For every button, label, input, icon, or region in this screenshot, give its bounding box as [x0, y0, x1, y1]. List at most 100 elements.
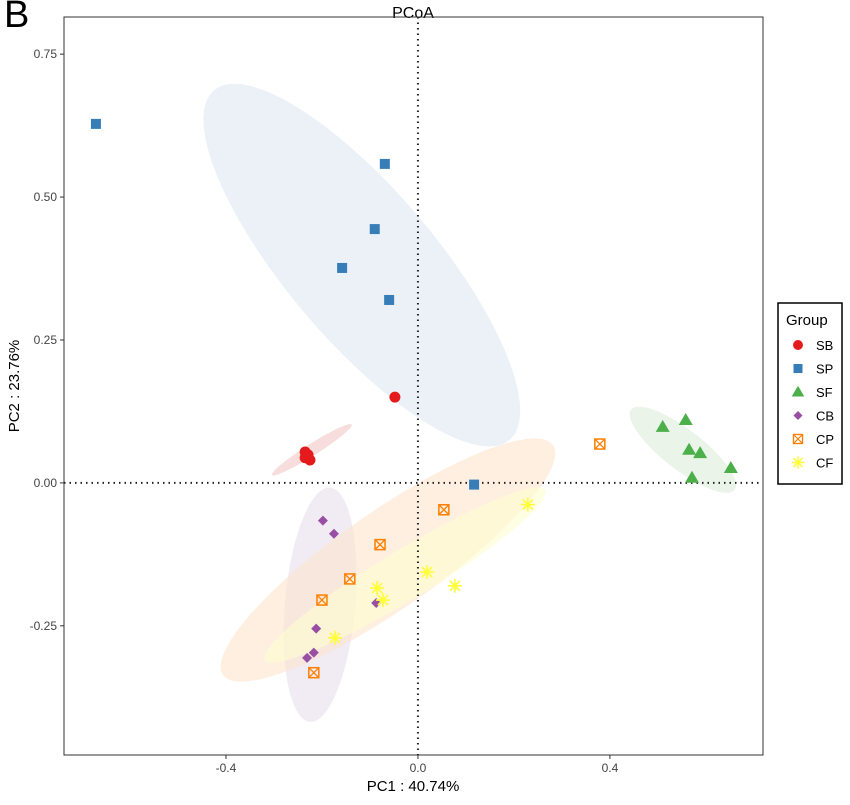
legend-label-cp: CP — [816, 432, 834, 447]
diamond-marker — [308, 647, 319, 658]
ellipses-layer — [203, 83, 736, 722]
legend-box — [777, 302, 843, 485]
triangle-marker — [678, 413, 693, 426]
point-sb — [299, 452, 311, 464]
cross-marker — [793, 434, 803, 444]
point-cf — [370, 581, 385, 596]
point-cf — [420, 565, 435, 580]
legend-label-sp: SP — [816, 362, 833, 377]
diamond-marker — [793, 411, 803, 420]
point-cp — [594, 438, 606, 450]
cross-marker — [308, 667, 320, 679]
asterisk-marker — [520, 497, 535, 512]
cross-marker — [374, 539, 386, 551]
y-axis: 0.75 0.50 0.25 0.00 -0.25 — [30, 47, 64, 633]
triangle-marker — [655, 419, 670, 432]
triangle-marker — [684, 470, 699, 483]
cross-marker — [438, 504, 450, 516]
legend-label-sf: SF — [816, 385, 833, 400]
point-sp — [369, 224, 380, 235]
legend-title: Group — [786, 312, 828, 329]
point-sf — [655, 419, 670, 432]
y-tick-label: 0.25 — [34, 333, 58, 347]
point-sp — [469, 479, 480, 490]
legend-label-cb: CB — [816, 409, 834, 424]
point-sf — [682, 442, 697, 455]
x-tick-label: 0.0 — [410, 761, 427, 775]
point-cp — [316, 594, 328, 606]
legend-key-sf — [791, 385, 805, 397]
square-marker — [369, 224, 380, 235]
asterisk-marker — [420, 565, 435, 580]
points-layer — [90, 118, 738, 679]
chart-title: PCoA — [392, 5, 434, 22]
point-sp — [384, 294, 395, 305]
diamond-marker — [317, 515, 328, 526]
point-sp — [379, 158, 390, 169]
reference-lines — [64, 17, 763, 755]
legend-key-sb — [793, 340, 803, 350]
asterisk-marker — [370, 581, 385, 596]
point-cf — [375, 593, 390, 608]
circle-marker — [389, 391, 401, 403]
point-sb — [389, 391, 401, 403]
triangle-marker — [682, 442, 697, 455]
box-marker — [374, 538, 386, 551]
legend-label-cf: CF — [816, 456, 833, 471]
y-axis-label: PC2 : 23.76% — [6, 340, 23, 433]
asterisk-marker — [375, 593, 390, 608]
square-marker — [384, 294, 395, 305]
box-marker — [792, 433, 804, 445]
point-sf — [684, 470, 699, 483]
x-axis: -0.4 0.0 0.4 — [216, 755, 619, 775]
diamond-marker — [311, 623, 322, 634]
y-tick-label: 0.00 — [34, 476, 58, 490]
box-marker — [344, 573, 356, 585]
square-marker — [90, 118, 101, 129]
x-tick-label: -0.4 — [216, 761, 237, 775]
legend-key-sp — [793, 364, 803, 373]
point-cb — [302, 652, 313, 663]
point-cf — [447, 578, 462, 593]
ellipse-sf — [629, 406, 736, 493]
ellipse-cf — [264, 487, 546, 663]
point-sf — [678, 413, 693, 426]
square-marker — [469, 479, 480, 490]
y-tick-label: -0.25 — [30, 619, 58, 633]
point-cb — [317, 515, 328, 526]
asterisk-marker — [327, 630, 342, 645]
plot-frame — [63, 16, 764, 756]
point-sp — [90, 118, 101, 129]
circle-marker — [299, 452, 311, 464]
cross-marker — [316, 594, 328, 606]
square-marker — [337, 262, 348, 273]
point-cp — [374, 538, 386, 551]
box-marker — [316, 594, 328, 606]
box-marker — [438, 504, 450, 516]
diamond-marker — [302, 652, 313, 663]
cross-marker — [344, 573, 356, 585]
circle-marker — [793, 340, 803, 350]
point-cp — [438, 504, 450, 516]
legend: Group SB SP SF CB CP CF — [777, 302, 843, 485]
point-sp — [337, 262, 348, 273]
triangle-marker — [693, 446, 708, 459]
triangle-marker — [723, 461, 738, 474]
point-sf — [723, 461, 738, 474]
point-cf — [520, 497, 535, 512]
legend-key-cp — [792, 433, 804, 445]
box-marker — [308, 666, 320, 679]
panel-label: B — [4, 0, 30, 36]
point-cf — [327, 630, 342, 645]
ellipse-sp — [203, 83, 521, 447]
point-sf — [693, 446, 708, 459]
triangle-marker — [791, 385, 805, 397]
y-tick-label: 0.50 — [34, 190, 58, 204]
point-cp — [344, 573, 356, 585]
x-tick-label: 0.4 — [602, 761, 619, 775]
legend-label-sb: SB — [816, 338, 833, 353]
square-marker — [793, 364, 803, 373]
ellipse-sb — [271, 424, 352, 476]
